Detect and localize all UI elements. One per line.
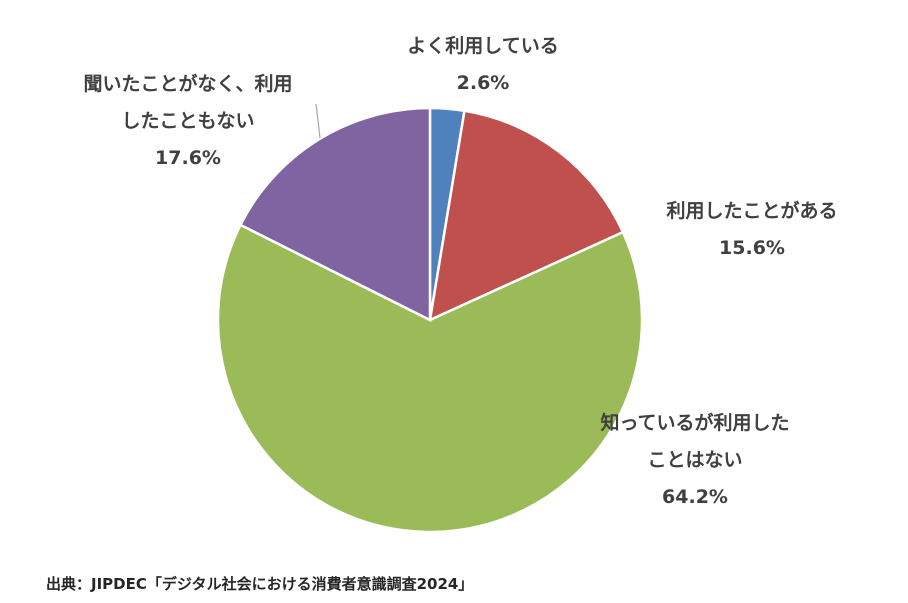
slice-value-label-2: 15.6% [719, 237, 785, 259]
pie-slices [216, 106, 644, 534]
slice-value-label-3: 64.2% [662, 486, 728, 508]
slice-value-label-1: 2.6% [457, 72, 510, 94]
slice-category-label-1: よく利用している [407, 35, 558, 57]
pie-slice-2 [428, 109, 625, 323]
leader-line [315, 103, 321, 139]
slice-category-label-4: 聞いたことがなく、利用 [83, 72, 292, 95]
slice-category-label-3: 知っているが利用した [600, 411, 789, 434]
pie-slice-3 [216, 223, 644, 534]
slice-category-label-4: したこともない [121, 110, 254, 132]
slice-category-label-2: 利用したことがある [666, 199, 837, 222]
slice-labels: よく利用している 2.6% 利用したことがある 15.6% 知っているが利用したことはな… [83, 35, 837, 508]
slice-category-label-3: ことはない [647, 449, 742, 471]
source-note: 出典：JIPDEC「デジタル社会における消費者意識調査2024」 [46, 575, 474, 593]
slice-value-label-4: 17.6% [155, 147, 221, 169]
pie-slice-4 [238, 106, 432, 323]
